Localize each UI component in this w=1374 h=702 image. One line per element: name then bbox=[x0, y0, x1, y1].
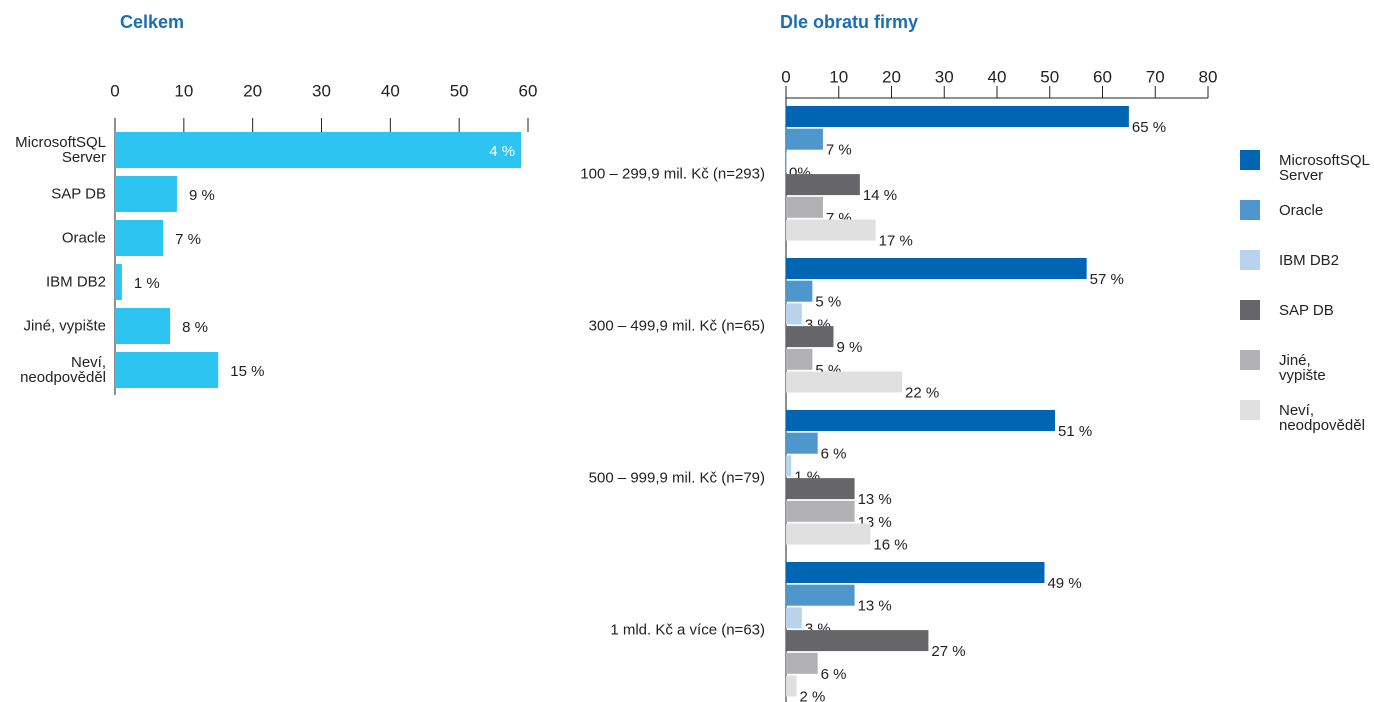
value-label: 9 % bbox=[836, 339, 862, 356]
y-tick-label: 500 – 999,9 mil. Kč (n=79) bbox=[588, 469, 765, 487]
bar bbox=[786, 371, 903, 393]
value-label: 14 % bbox=[863, 187, 897, 204]
x-tick-label: 0 bbox=[110, 81, 119, 100]
bar bbox=[786, 523, 871, 545]
bar bbox=[786, 106, 1129, 127]
x-tick-label: 50 bbox=[1040, 67, 1059, 86]
x-tick-label: 60 bbox=[519, 81, 538, 100]
bar bbox=[115, 264, 122, 300]
legend-swatch bbox=[1240, 400, 1260, 420]
legend-label: Neví, neodpověděl bbox=[1279, 402, 1365, 434]
bar bbox=[786, 326, 834, 348]
y-tick-label: Neví, neodpověděl bbox=[20, 354, 106, 386]
legend-swatch bbox=[1240, 250, 1260, 270]
value-label: 7 % bbox=[175, 231, 201, 248]
bar bbox=[115, 308, 171, 344]
bar bbox=[786, 562, 1045, 583]
bar bbox=[786, 280, 813, 302]
value-label: 7 % bbox=[826, 142, 852, 159]
value-label: 17 % bbox=[879, 232, 913, 249]
x-tick-label: 40 bbox=[988, 67, 1007, 86]
bar bbox=[786, 607, 802, 629]
y-tick-label: SAP DB bbox=[51, 185, 106, 203]
bar bbox=[786, 219, 876, 241]
value-label: 49 % bbox=[1047, 575, 1081, 592]
value-label: 65 % bbox=[1132, 119, 1166, 136]
value-label: 27 % bbox=[931, 643, 965, 660]
bar bbox=[115, 132, 522, 168]
bar bbox=[786, 196, 823, 218]
bar bbox=[786, 151, 787, 173]
bar bbox=[786, 303, 802, 325]
value-label: 6 % bbox=[821, 666, 847, 683]
y-tick-label: 300 – 499,9 mil. Kč (n=65) bbox=[588, 317, 765, 335]
x-tick-label: 30 bbox=[935, 67, 954, 86]
bar bbox=[115, 352, 219, 388]
x-tick-label: 20 bbox=[882, 67, 901, 86]
value-label: 8 % bbox=[182, 319, 208, 336]
x-tick-label: 70 bbox=[1146, 67, 1165, 86]
x-tick-label: 40 bbox=[381, 81, 400, 100]
value-label: 6 % bbox=[821, 446, 847, 463]
legend-swatch bbox=[1240, 300, 1260, 320]
x-tick-label: 50 bbox=[450, 81, 469, 100]
legend-swatch bbox=[1240, 150, 1260, 170]
value-label: 9 % bbox=[189, 187, 215, 204]
bar bbox=[115, 176, 177, 212]
legend-label: IBM DB2 bbox=[1279, 252, 1340, 269]
bar bbox=[786, 174, 860, 196]
value-label: 13 % bbox=[858, 491, 892, 508]
x-tick-label: 0 bbox=[781, 67, 790, 86]
x-tick-label: 80 bbox=[1199, 67, 1218, 86]
bar bbox=[786, 652, 818, 674]
value-label: 5 % bbox=[815, 294, 841, 311]
bar bbox=[786, 584, 855, 606]
bar bbox=[786, 630, 929, 652]
x-tick-label: 10 bbox=[829, 67, 848, 86]
bar bbox=[786, 348, 813, 370]
y-tick-label: 100 – 299,9 mil. Kč (n=293) bbox=[580, 165, 765, 183]
value-label: 2 % bbox=[800, 688, 826, 702]
bar bbox=[786, 500, 855, 522]
x-tick-label: 10 bbox=[174, 81, 193, 100]
chart-title: Dle obratu firmy bbox=[780, 12, 919, 32]
legend-label: SAP DB bbox=[1279, 302, 1334, 319]
x-tick-label: 20 bbox=[243, 81, 262, 100]
value-label: 1 % bbox=[134, 275, 160, 292]
bar bbox=[786, 410, 1056, 431]
value-label: 22 % bbox=[905, 384, 939, 401]
bar bbox=[786, 432, 818, 454]
bar bbox=[786, 478, 855, 500]
bar bbox=[786, 258, 1087, 279]
legend-label: MicrosoftSQL Server bbox=[1279, 152, 1370, 184]
y-tick-label: MicrosoftSQL Server bbox=[15, 134, 106, 166]
legend-label: Jiné, vypište bbox=[1279, 352, 1326, 384]
value-label: 51 % bbox=[1058, 423, 1092, 440]
bar bbox=[786, 128, 823, 150]
legend-label: Oracle bbox=[1279, 202, 1324, 219]
legend-swatch bbox=[1240, 350, 1260, 370]
y-tick-label: Jiné, vypište bbox=[23, 317, 106, 335]
value-label: 15 % bbox=[230, 363, 264, 380]
value-label: 16 % bbox=[873, 536, 907, 553]
y-tick-label: Oracle bbox=[61, 229, 106, 247]
y-tick-label: IBM DB2 bbox=[45, 273, 106, 291]
legend-swatch bbox=[1240, 200, 1260, 220]
chart-title: Celkem bbox=[120, 12, 185, 32]
value-label: 13 % bbox=[858, 598, 892, 615]
x-tick-label: 60 bbox=[1093, 67, 1112, 86]
annotation: 4 % bbox=[489, 143, 515, 160]
x-tick-label: 30 bbox=[312, 81, 331, 100]
value-label: 57 % bbox=[1090, 271, 1124, 288]
bar bbox=[786, 455, 792, 477]
bar bbox=[115, 220, 164, 256]
bar bbox=[786, 675, 797, 697]
y-tick-label: 1 mld. Kč a více (n=63) bbox=[610, 621, 765, 639]
